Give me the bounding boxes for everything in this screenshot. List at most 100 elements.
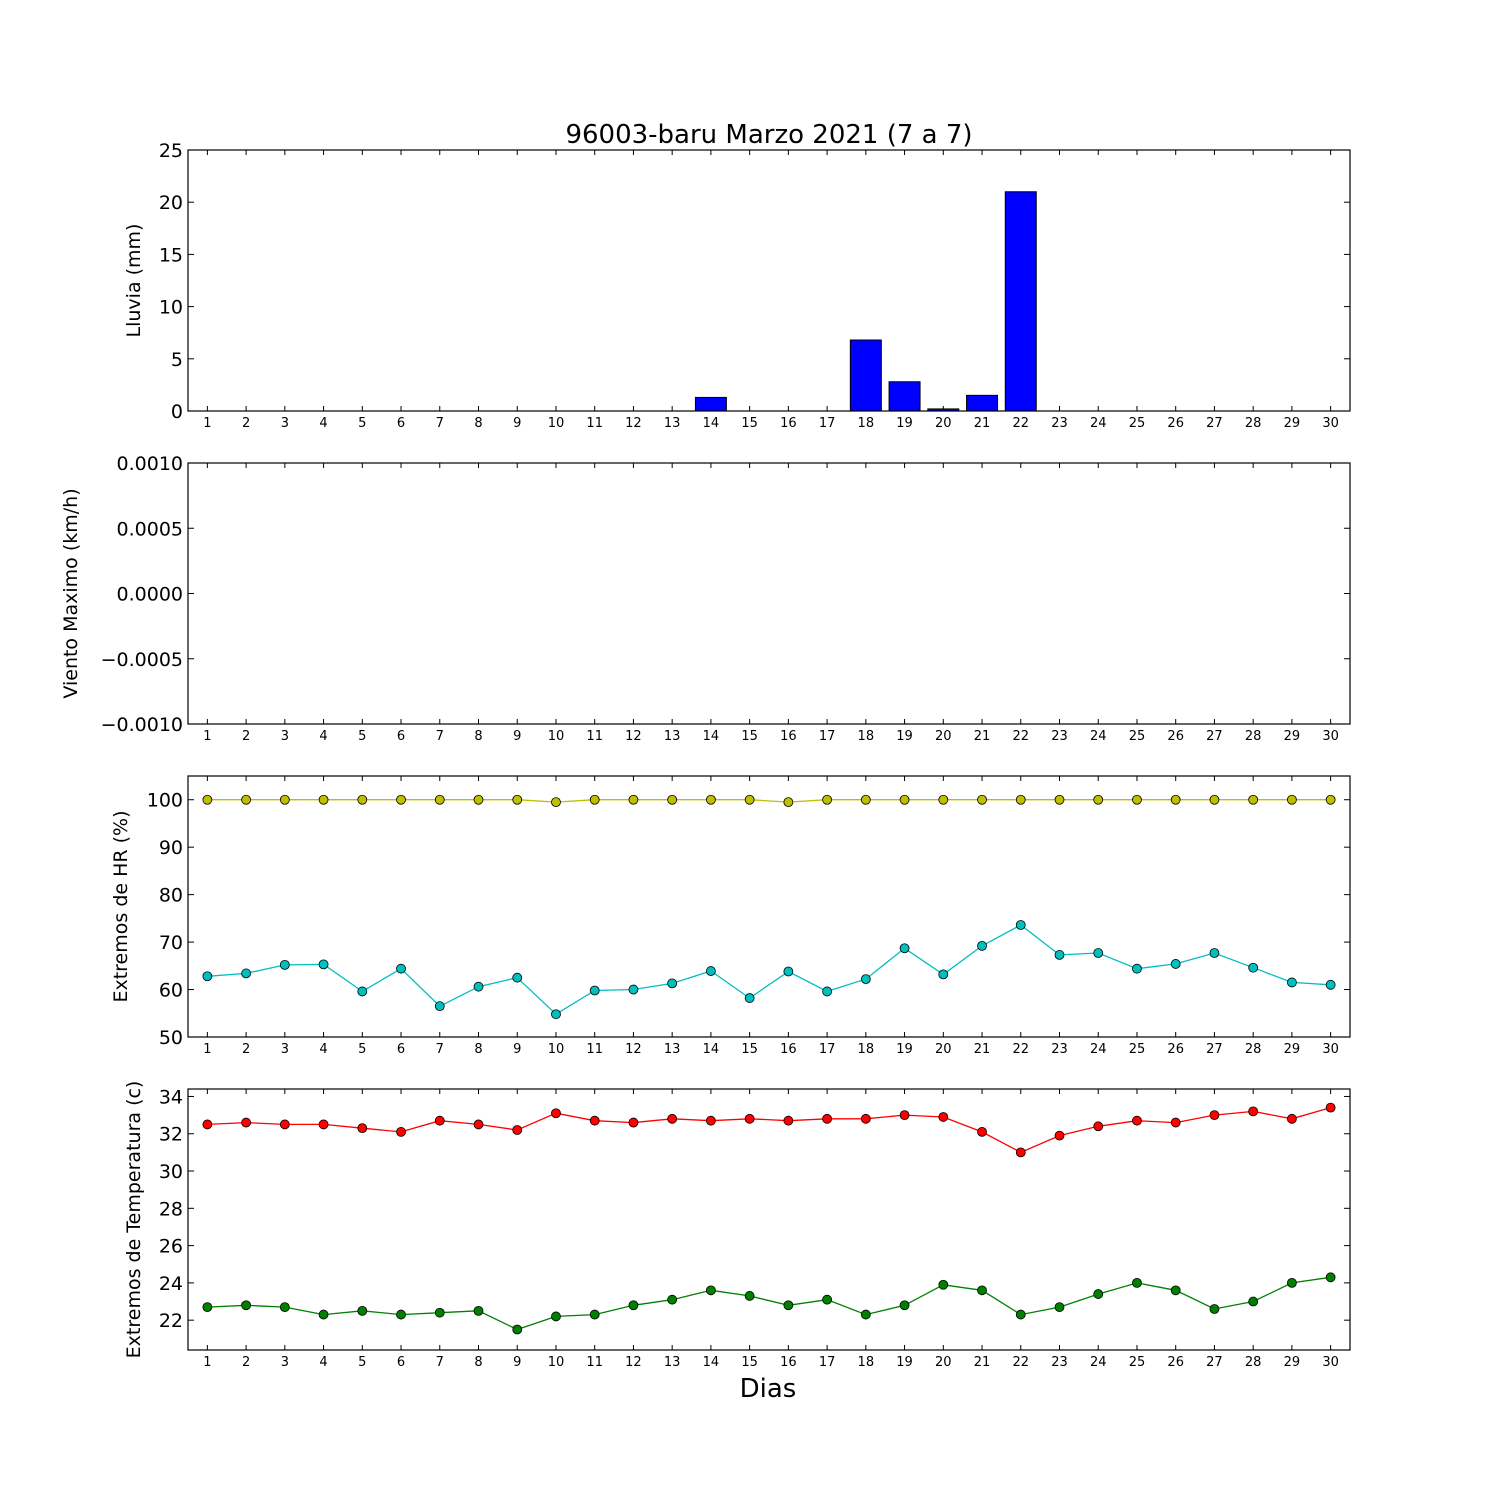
humidity-series-2-point <box>279 959 290 970</box>
temperature-series-2-point <box>473 1305 484 1316</box>
humidity-series-2-point <box>744 993 755 1003</box>
humidity-x-tick-label: 1 <box>203 1042 211 1057</box>
rain-x-tick-label: 14 <box>703 416 720 431</box>
temperature-y-tick-label: 22 <box>159 1310 183 1332</box>
wind-x-tick-label: 15 <box>741 729 758 744</box>
temperature-series-2-point <box>1325 1272 1336 1283</box>
wind-x-tick-label: 22 <box>1012 729 1029 744</box>
temperature-series-2-point <box>628 1300 639 1311</box>
rain-x-tick-label: 11 <box>586 416 603 431</box>
temperature-series-1-point <box>1054 1130 1065 1141</box>
temperature-series-2-point <box>202 1302 213 1313</box>
wind-x-tick-label: 24 <box>1090 729 1107 744</box>
humidity-x-tick-label: 13 <box>664 1042 681 1057</box>
humidity-x-tick-label: 12 <box>625 1042 642 1057</box>
rain-x-tick-label: 13 <box>664 416 681 431</box>
rain-x-tick-label: 10 <box>548 416 565 431</box>
humidity-series-1-point <box>1054 794 1065 805</box>
rain-y-tick-label: 25 <box>159 140 183 162</box>
humidity-series-2-point <box>1287 977 1297 988</box>
humidity-series-2-point <box>938 969 949 980</box>
humidity-x-tick-label: 6 <box>397 1042 405 1057</box>
rain-y-tick-label: 10 <box>159 297 183 319</box>
humidity-panel: 1 2 3 4 5 6 7 8 9 10 11 12 13 14 15 16 17 18 19 20 21 22 23 24 2… <box>110 775 1351 1057</box>
temperature-series-2-point <box>899 1300 910 1311</box>
wind-x-tick-label: 9 <box>513 729 521 744</box>
rain-x-tick-label: 2 <box>242 416 250 431</box>
temperature-x-tick-label: 17 <box>819 1355 836 1370</box>
wind-x-tick-label: 23 <box>1051 729 1068 744</box>
humidity-series-1-point <box>899 794 910 805</box>
temperature-series-1-point <box>202 1119 213 1130</box>
humidity-x-tick-label: 19 <box>896 1042 913 1057</box>
humidity-series-1-point <box>1015 794 1026 805</box>
wind-x-tick-label: 12 <box>625 729 642 744</box>
humidity-series-2-point <box>1325 979 1336 990</box>
rain-x-tick-label: 22 <box>1012 416 1029 431</box>
humidity-series-1-point <box>1093 794 1104 805</box>
temperature-x-tick-label: 13 <box>664 1355 681 1370</box>
temperature-series-2-point <box>1015 1309 1026 1320</box>
humidity-series-2-point <box>551 1009 561 1020</box>
temperature-series-2-point <box>318 1309 329 1320</box>
humidity-series-1-point <box>822 794 832 805</box>
humidity-series-2-point <box>628 984 639 995</box>
rain-plot-frame <box>187 149 1351 412</box>
rain-x-tick-label: 12 <box>625 416 642 431</box>
temperature-x-tick-label: 18 <box>858 1355 875 1370</box>
temperature-x-tick-label: 23 <box>1051 1355 1068 1370</box>
wind-x-tick-label: 17 <box>819 729 836 744</box>
humidity-x-tick-label: 16 <box>780 1042 797 1057</box>
humidity-series-1-point <box>1248 794 1259 805</box>
wind-x-tick-label: 1 <box>203 729 211 744</box>
humidity-series-2-line <box>207 924 1331 1016</box>
temperature-series-2-point <box>1132 1277 1142 1288</box>
humidity-series-1-point <box>744 794 755 805</box>
temperature-series-1-point <box>744 1113 755 1124</box>
wind-y-tick-label: 0.0010 <box>117 453 183 475</box>
humidity-series-1-point <box>512 794 523 805</box>
humidity-x-tick-label: 25 <box>1129 1042 1146 1057</box>
humidity-series-2-point <box>1054 950 1065 960</box>
humidity-x-tick-label: 9 <box>513 1042 521 1057</box>
temperature-series-1-point <box>1093 1121 1104 1132</box>
humidity-series-1-point <box>938 794 949 805</box>
rain-x-tick-label: 28 <box>1245 416 1262 431</box>
humidity-x-tick-label: 27 <box>1206 1042 1223 1057</box>
humidity-series-2-point <box>512 972 523 983</box>
rain-x-tick-label: 27 <box>1206 416 1223 431</box>
wind-x-tick-label: 11 <box>586 729 603 744</box>
rain-x-tick-label: 17 <box>819 416 836 431</box>
humidity-x-tick-label: 29 <box>1284 1042 1301 1057</box>
wind-x-tick-label: 8 <box>474 729 482 744</box>
temperature-series-2-point <box>396 1309 406 1320</box>
temperature-series-2-point <box>279 1302 290 1313</box>
wind-panel: 1 2 3 4 5 6 7 8 9 10 11 12 13 14 15 16 17 18 19 20 21 22 23 24 2… <box>60 453 1351 744</box>
humidity-series-2-point <box>860 974 871 985</box>
temperature-series-1-point <box>434 1115 445 1126</box>
temperature-series-1-point <box>279 1119 290 1130</box>
temperature-series-1-point <box>551 1108 561 1119</box>
humidity-x-tick-label: 2 <box>242 1042 250 1057</box>
temperature-x-tick-label: 8 <box>474 1355 482 1370</box>
rain-x-tick-label: 15 <box>741 416 758 431</box>
rain-bar <box>849 339 882 412</box>
humidity-x-tick-label: 26 <box>1167 1042 1184 1057</box>
temperature-x-tick-label: 12 <box>625 1355 642 1370</box>
wind-x-tick-label: 18 <box>858 729 875 744</box>
figure-title: 96003-baru Marzo 2021 (7 a 7) <box>565 120 972 150</box>
temperature-x-tick-label: 15 <box>741 1355 758 1370</box>
temperature-series-2-point <box>1287 1277 1297 1288</box>
humidity-series-2-point <box>783 966 794 977</box>
wind-x-tick-label: 30 <box>1322 729 1339 744</box>
temperature-x-tick-label: 4 <box>319 1355 327 1370</box>
humidity-series-2-point <box>1209 948 1220 958</box>
temperature-x-tick-label: 9 <box>513 1355 521 1370</box>
humidity-series-1-point <box>396 794 406 805</box>
rain-x-tick-label: 24 <box>1090 416 1107 431</box>
rain-x-tick-label: 18 <box>858 416 875 431</box>
wind-x-tick-label: 3 <box>281 729 289 744</box>
temperature-x-tick-label: 26 <box>1167 1355 1184 1370</box>
